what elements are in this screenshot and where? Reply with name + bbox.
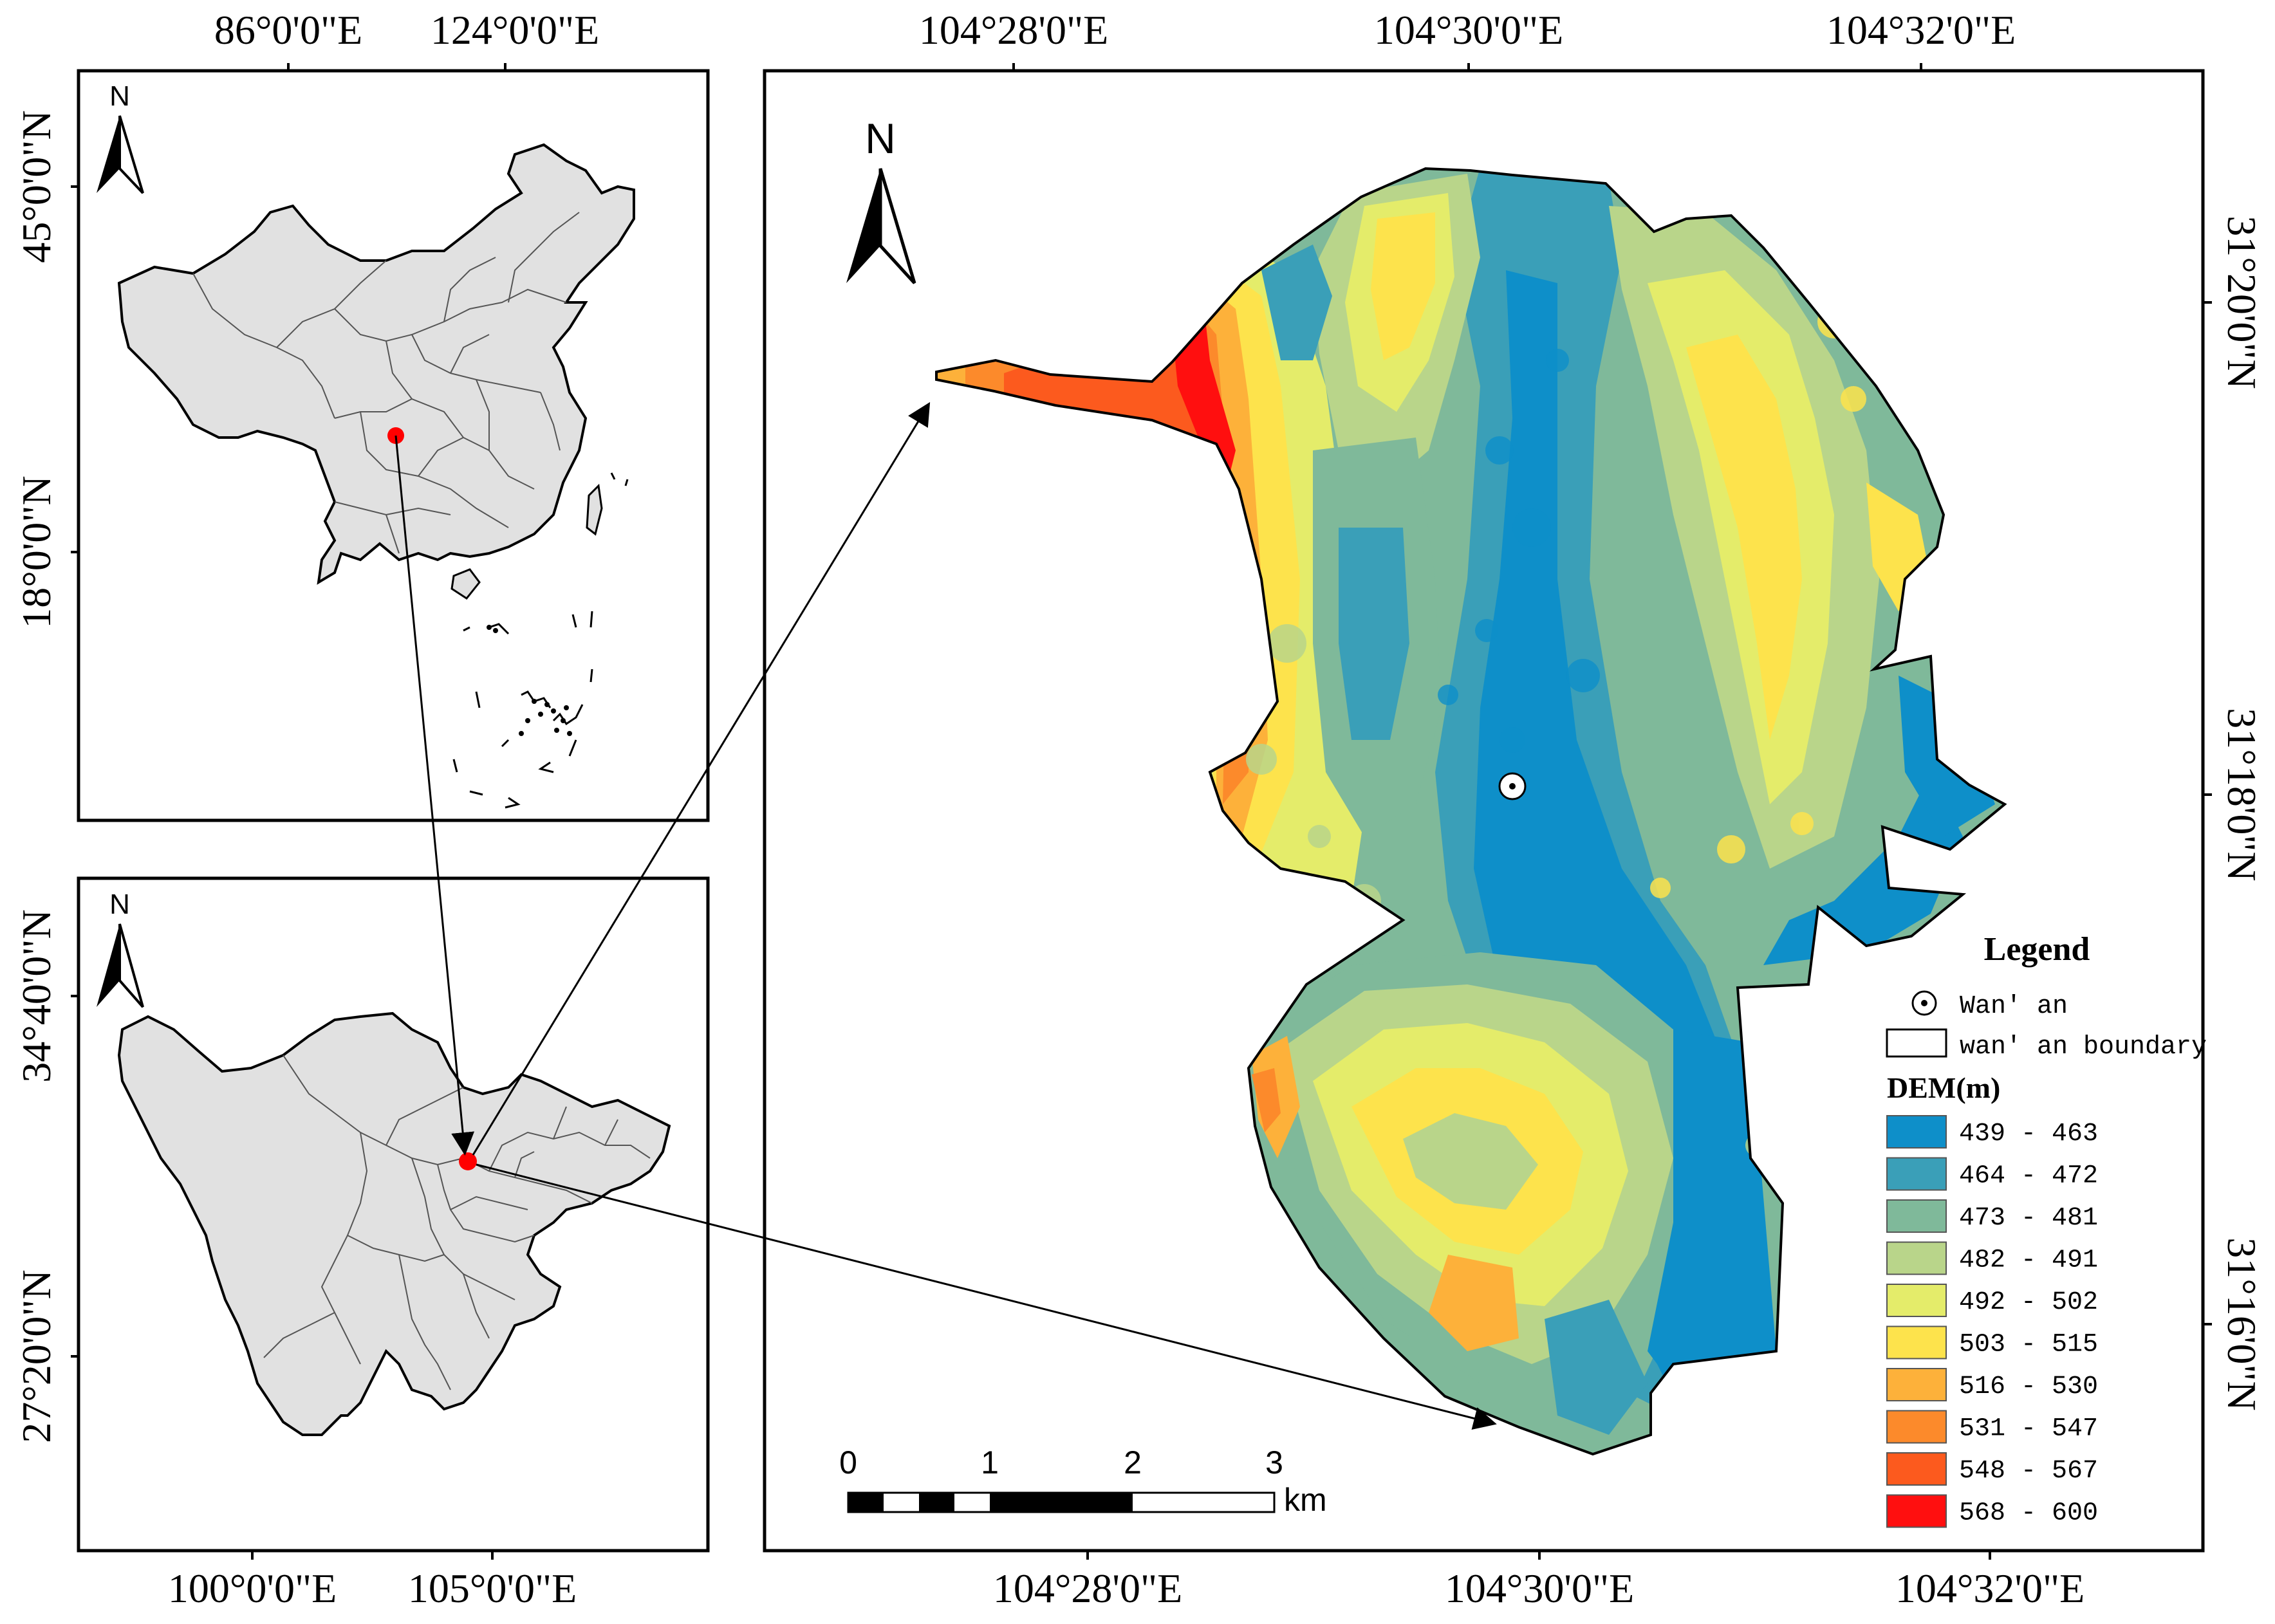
main-north-arrow: N	[846, 115, 916, 284]
connector-arrow-province-to-main-bottom	[476, 1163, 1497, 1430]
legend-swatch-1	[1886, 1157, 1947, 1191]
connector-arrows	[395, 401, 1497, 1430]
scale-bar-unit: km	[1284, 1482, 1327, 1518]
main-north-label: N	[865, 115, 896, 162]
legend-swatch-9	[1886, 1494, 1947, 1528]
scale-bar-label-2: 2	[1124, 1444, 1142, 1481]
legend-swatch-6	[1886, 1368, 1947, 1401]
legend-class-label-8: 548 - 567	[1959, 1457, 2098, 1486]
legend: Legend Wan' an wan' an boundary DEM(m) 4…	[1886, 931, 2207, 1528]
main-bottom-tick-2: 104°30'0"E	[1445, 1565, 1634, 1611]
scale-bar: 0 1 2 3 km	[839, 1444, 1327, 1518]
overview-left-tick-1: 45°0'0"N	[14, 110, 59, 263]
legend-swatch-0	[1886, 1115, 1947, 1149]
legend-class-label-1: 464 - 472	[1959, 1162, 2098, 1191]
legend-swatch-4	[1886, 1284, 1947, 1317]
north-arrow-icon	[97, 924, 120, 1007]
main-top-tick-2: 104°30'0"E	[1374, 7, 1563, 53]
scale-bar-label-3: 3	[1265, 1444, 1283, 1481]
legend-dem-classes: 439 - 463 464 - 472 473 - 481 482 - 491 492 …	[1886, 1115, 2098, 1528]
legend-class-label-0: 439 - 463	[1959, 1120, 2098, 1149]
main-bottom-tick-3: 104°32'0"E	[1895, 1565, 2085, 1611]
province-bottom-tick-1: 100°0'0"E	[168, 1565, 337, 1611]
legend-swatch-8	[1886, 1452, 1947, 1486]
province-left-tick-2: 27°20'0"N	[14, 1269, 59, 1443]
legend-class-label-6: 516 - 530	[1959, 1372, 2098, 1401]
legend-class-label-3: 482 - 491	[1959, 1246, 2098, 1275]
overview-map: 86°0'0"E 124°0'0"E 45°0'0"N 18°0'0"N N	[14, 7, 710, 822]
connector-arrow-overview-to-province	[395, 435, 475, 1156]
scale-bar-label-0: 0	[839, 1444, 857, 1481]
main-bottom-tick-1: 104°28'0"E	[993, 1565, 1182, 1611]
province-map: 100°0'0"E 105°0'0"E 34°40'0"N 27°20'0"N …	[14, 876, 710, 1611]
overview-top-tick-1: 86°0'0"E	[214, 7, 362, 53]
north-arrow-icon	[846, 169, 880, 283]
legend-swatch-5	[1886, 1325, 1947, 1360]
south-china-sea-islands	[452, 472, 629, 809]
legend-swatch-2	[1886, 1199, 1947, 1233]
north-arrow-icon	[97, 116, 120, 193]
province-north-label: N	[109, 889, 130, 920]
main-right-tick-3: 31°16'0"N	[2219, 1237, 2265, 1410]
legend-class-label-2: 473 - 481	[1959, 1204, 2098, 1233]
china-province-boundaries	[192, 212, 580, 554]
legend-class-label-4: 492 - 502	[1959, 1288, 2098, 1317]
overview-left-tick-2: 18°0'0"N	[14, 475, 59, 628]
dem-raster	[936, 169, 2005, 1454]
province-left-tick-1: 34°40'0"N	[14, 909, 59, 1082]
main-top-tick-3: 104°32'0"E	[1826, 7, 2016, 53]
sichuan-prefecture-boundaries	[263, 1055, 651, 1390]
legend-class-label-5: 503 - 515	[1959, 1331, 2098, 1360]
scale-bar-label-1: 1	[981, 1444, 999, 1481]
main-top-tick-1: 104°28'0"E	[919, 7, 1108, 53]
overview-north-arrow: N	[97, 80, 144, 194]
legend-dem-title: DEM(m)	[1887, 1071, 2000, 1104]
main-map: 104°28'0"E 104°30'0"E 104°32'0"E 104°28'…	[395, 7, 2265, 1611]
province-location-marker	[459, 1152, 477, 1170]
white-rectangle-icon	[1886, 1028, 1947, 1058]
legend-swatch-7	[1886, 1410, 1947, 1444]
overview-top-tick-2: 124°0'0"E	[431, 7, 599, 53]
main-right-tick-2: 31°18'0"N	[2219, 708, 2265, 881]
wanan-city-marker	[1498, 772, 1527, 800]
legend-class-label-7: 531 - 547	[1959, 1415, 2098, 1444]
connector-arrow-province-to-main-top	[472, 401, 931, 1156]
legend-item-boundary: wan' an boundary	[1960, 1033, 2207, 1062]
overview-north-label: N	[109, 80, 130, 112]
province-north-arrow: N	[97, 889, 144, 1008]
province-bottom-tick-2: 105°0'0"E	[408, 1565, 577, 1611]
legend-class-label-9: 568 - 600	[1959, 1499, 2098, 1528]
legend-title: Legend	[1984, 931, 2090, 968]
main-right-tick-1: 31°20'0"N	[2219, 216, 2265, 389]
legend-swatch-3	[1886, 1241, 1947, 1275]
sichuan-landmass	[117, 1011, 671, 1436]
legend-item-wanan: Wan' an	[1960, 992, 2068, 1021]
